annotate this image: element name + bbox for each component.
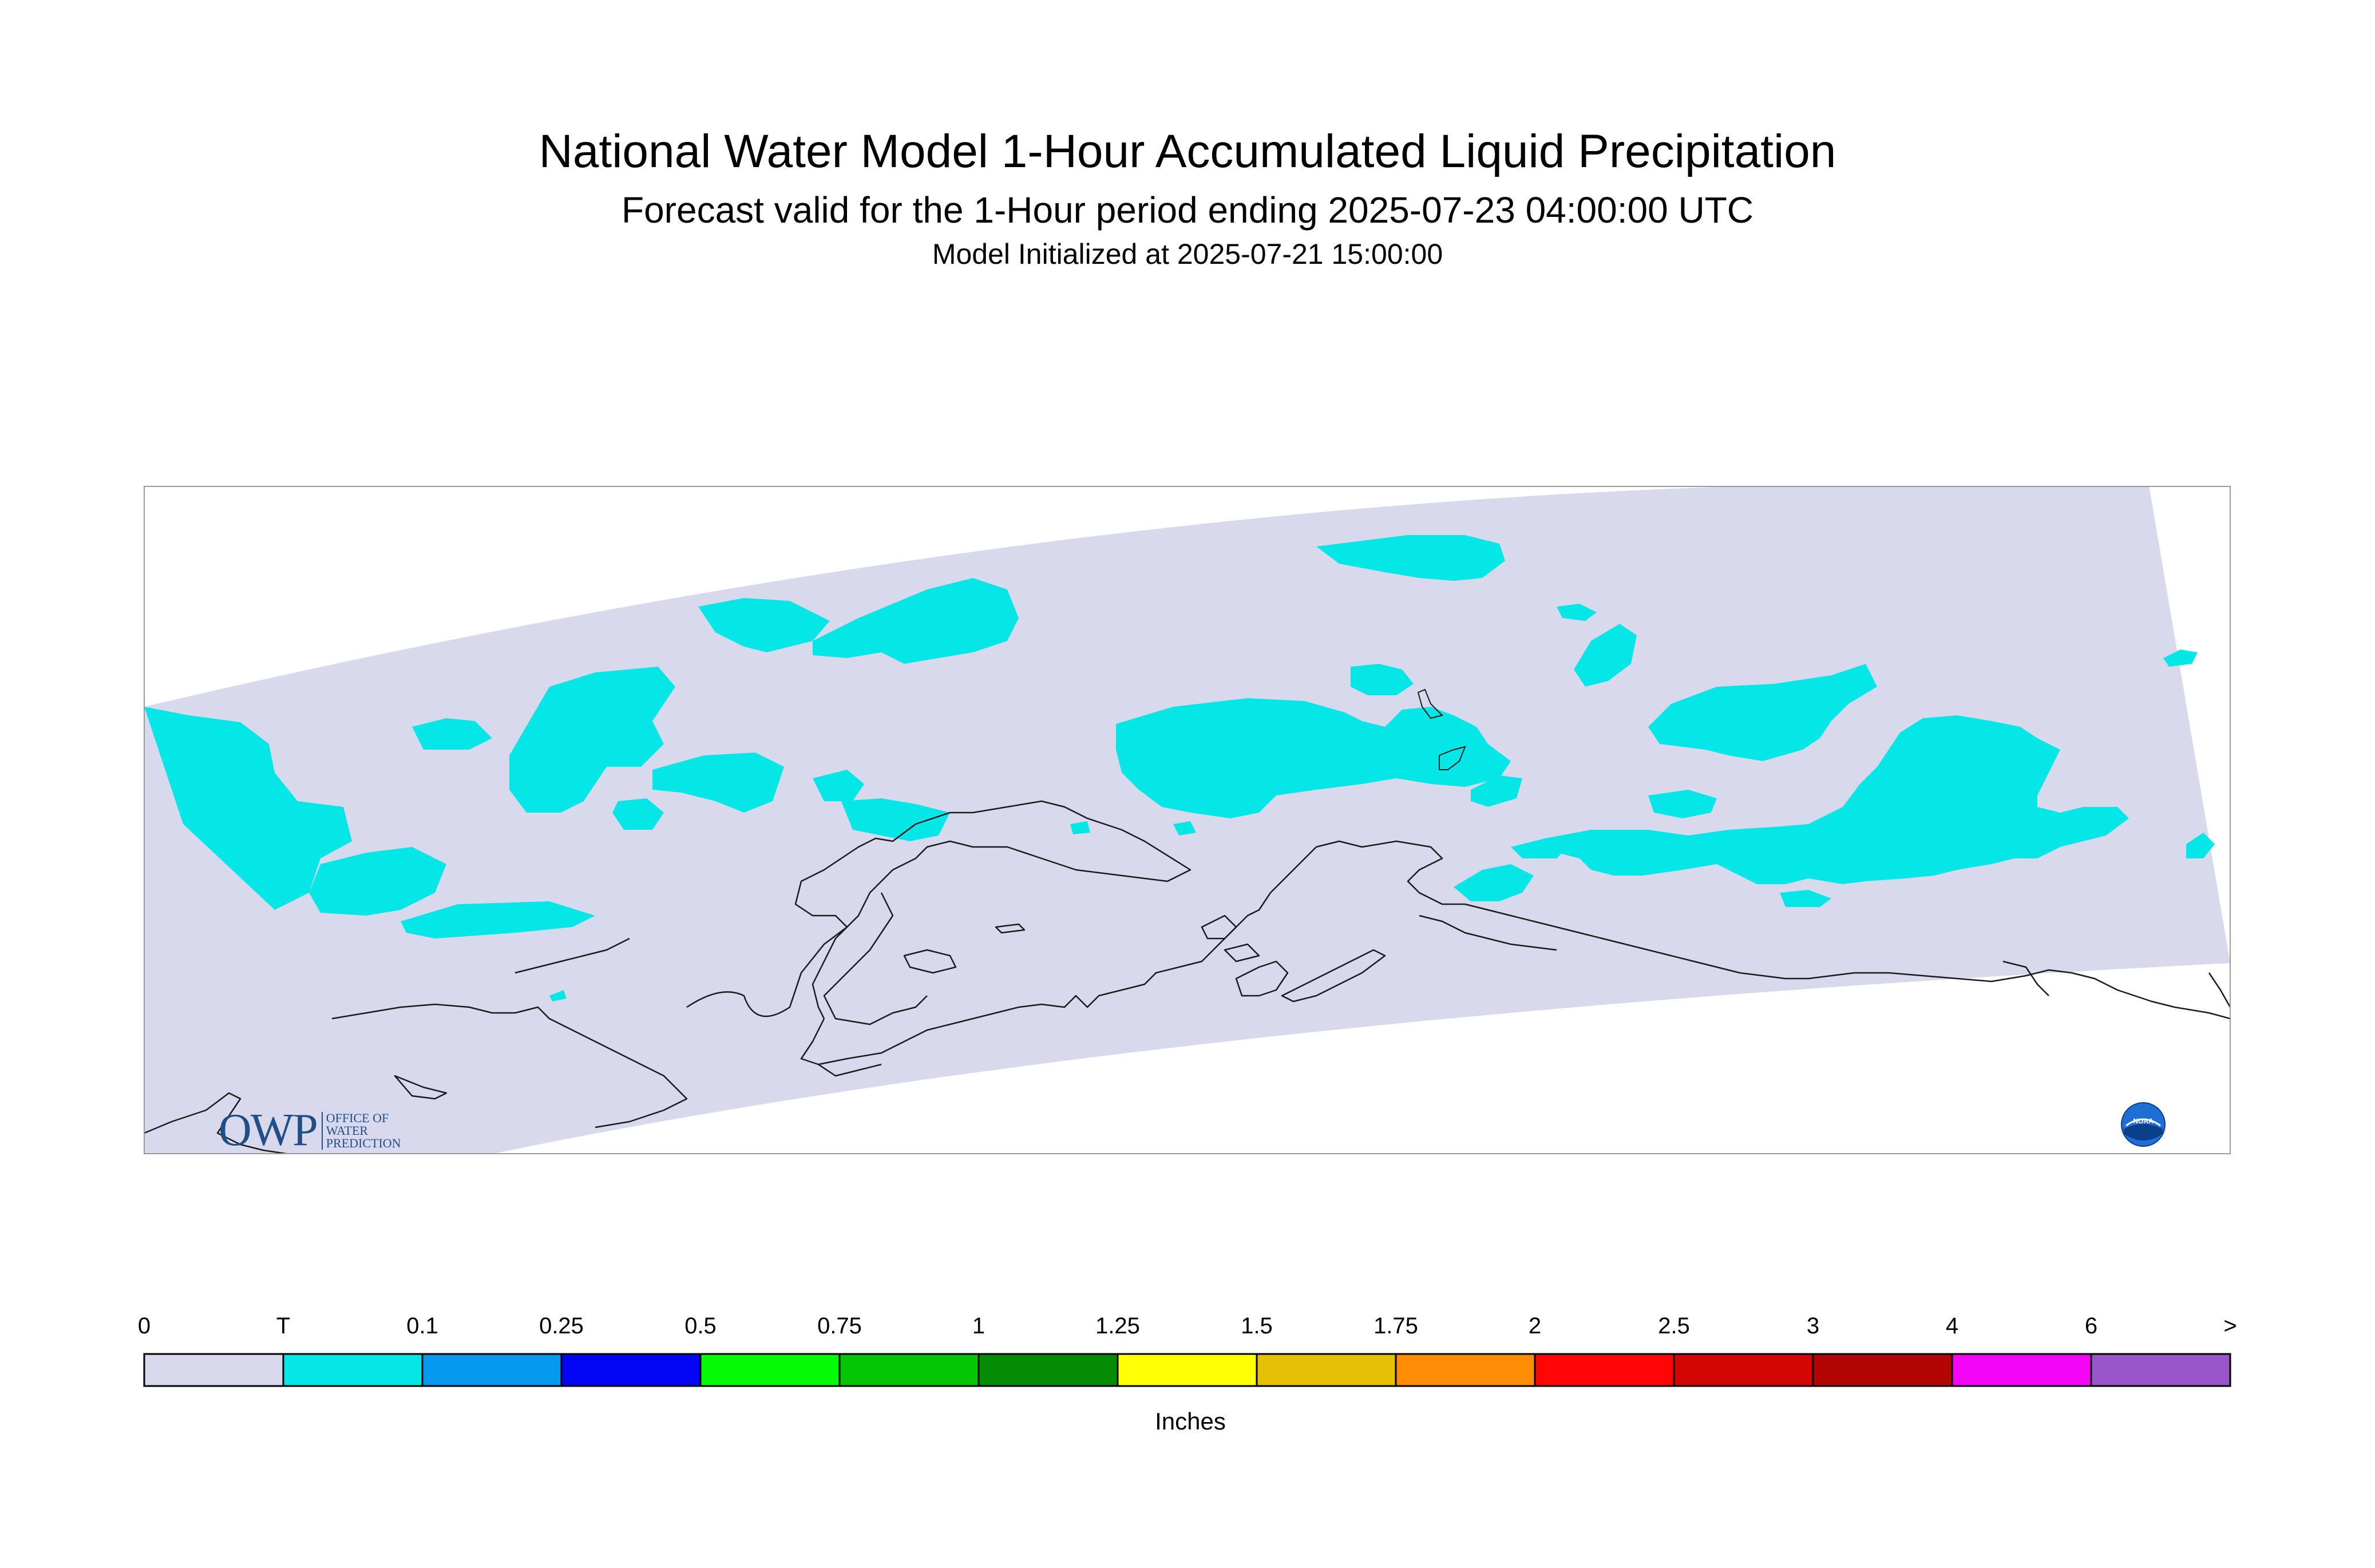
colorbar-swatch-12 <box>1812 1353 1953 1387</box>
colorbar-label-14: 6 <box>2084 1313 2098 1339</box>
colorbar-label-6: 1 <box>972 1313 985 1339</box>
owp-logo: OWP OFFICE OF WATER PREDICTION <box>219 1104 401 1157</box>
owp-logo-text: OFFICE OF WATER PREDICTION <box>321 1110 401 1150</box>
colorbar-label-13: 4 <box>1945 1313 1959 1339</box>
colorbar-label-15: > <box>2223 1313 2237 1339</box>
colorbar-swatch-1 <box>282 1353 423 1387</box>
colorbar-label-12: 3 <box>1806 1313 1820 1339</box>
owp-line-2: WATER <box>326 1123 369 1138</box>
colorbar-label-3: 0.25 <box>539 1313 584 1339</box>
colorbar-swatch-11 <box>1673 1353 1814 1387</box>
colorbar-units: Inches <box>1155 1408 1226 1435</box>
colorbar-label-9: 1.75 <box>1373 1313 1418 1339</box>
colorbar-swatch-9 <box>1395 1353 1536 1387</box>
map-frame <box>144 486 2231 1154</box>
colorbar-swatch-13 <box>1951 1353 2092 1387</box>
colorbar-swatch-10 <box>1534 1353 1675 1387</box>
owp-logo-mark: OWP <box>219 1105 318 1155</box>
colorbar-swatch-7 <box>1117 1353 1258 1387</box>
precip-areas <box>144 535 2215 1001</box>
colorbar-label-7: 1.25 <box>1095 1313 1140 1339</box>
colorbar-label-10: 2 <box>1528 1313 1542 1339</box>
model-domain <box>144 486 2230 1154</box>
coastlines <box>144 800 2230 1154</box>
colorbar-label-1: T <box>276 1313 291 1339</box>
colorbar-label-4: 0.5 <box>684 1313 717 1339</box>
noaa-logo-text: NOAA <box>2133 1117 2154 1125</box>
colorbar-label-5: 0.75 <box>817 1313 862 1339</box>
colorbar-swatch-4 <box>699 1353 841 1387</box>
colorbar-swatch-8 <box>1256 1353 1397 1387</box>
colorbar-swatch-2 <box>421 1353 563 1387</box>
map-title: National Water Model 1-Hour Accumulated … <box>539 125 1836 177</box>
colorbar-label-8: 1.5 <box>1241 1313 1273 1339</box>
owp-line-3: PREDICTION <box>326 1135 401 1150</box>
model-init-subtitle: Model Initialized at 2025-07-21 15:00:00 <box>932 238 1443 270</box>
colorbar-swatch-3 <box>560 1353 702 1387</box>
noaa-logo: NOAA <box>2121 1102 2166 1147</box>
colorbar-swatch-6 <box>977 1353 1119 1387</box>
colorbar-label-2: 0.1 <box>406 1313 438 1339</box>
colorbar-swatch-5 <box>838 1353 980 1387</box>
colorbar-swatch-14 <box>2090 1353 2231 1387</box>
owp-line-1: OFFICE OF <box>326 1110 389 1125</box>
colorbar-label-0: 0 <box>137 1313 151 1339</box>
lake-outlines <box>1417 688 1466 770</box>
colorbar-label-11: 2.5 <box>1658 1313 1690 1339</box>
colorbar-swatch-0 <box>143 1353 284 1387</box>
forecast-valid-subtitle: Forecast valid for the 1-Hour period end… <box>621 189 1754 231</box>
colorbar <box>143 1353 2231 1387</box>
